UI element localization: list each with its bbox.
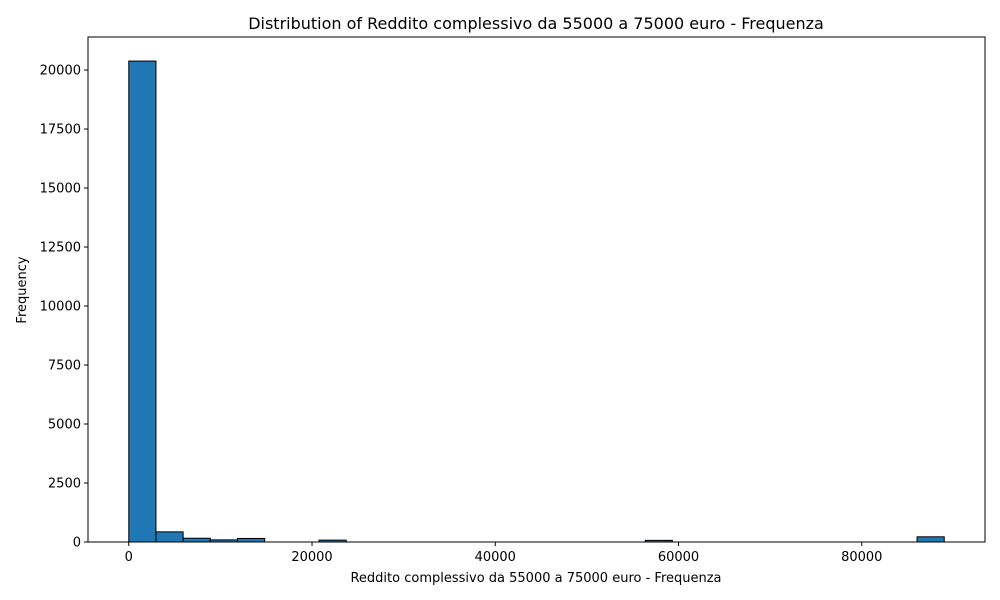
y-tick-label: 12500 bbox=[40, 241, 81, 256]
y-axis-label: Frequency bbox=[15, 256, 30, 323]
y-tick-label: 10000 bbox=[40, 300, 81, 315]
plot-frame bbox=[87, 36, 986, 543]
histogram-bar bbox=[237, 537, 266, 543]
bars-group bbox=[128, 60, 945, 543]
histogram-bar bbox=[916, 536, 945, 543]
histogram-bar bbox=[182, 537, 211, 543]
y-tick-label: 0 bbox=[73, 536, 81, 551]
y-tick-label: 15000 bbox=[40, 182, 81, 197]
histogram-bar bbox=[155, 531, 184, 543]
x-tick-label: 0 bbox=[125, 550, 133, 565]
y-tick-label: 7500 bbox=[48, 359, 81, 374]
x-tick-label: 40000 bbox=[475, 550, 516, 565]
y-axis: 0 2500 5000 7500 10000 12500 15000 17500 20000 bbox=[40, 64, 88, 551]
x-tick-label: 60000 bbox=[658, 550, 699, 565]
x-axis-label: Reddito complessivo da 55000 a 75000 eur… bbox=[350, 571, 721, 586]
chart-title: Distribution of Reddito complessivo da 5… bbox=[248, 14, 824, 33]
x-tick-label: 80000 bbox=[841, 550, 882, 565]
y-tick-label: 20000 bbox=[40, 64, 81, 79]
x-axis: 0 20000 40000 60000 80000 bbox=[125, 542, 882, 565]
y-tick-label: 5000 bbox=[48, 418, 81, 433]
x-tick-label: 20000 bbox=[291, 550, 332, 565]
y-tick-label: 17500 bbox=[40, 123, 81, 138]
histogram-bar bbox=[128, 60, 157, 543]
y-tick-label: 2500 bbox=[48, 477, 81, 492]
